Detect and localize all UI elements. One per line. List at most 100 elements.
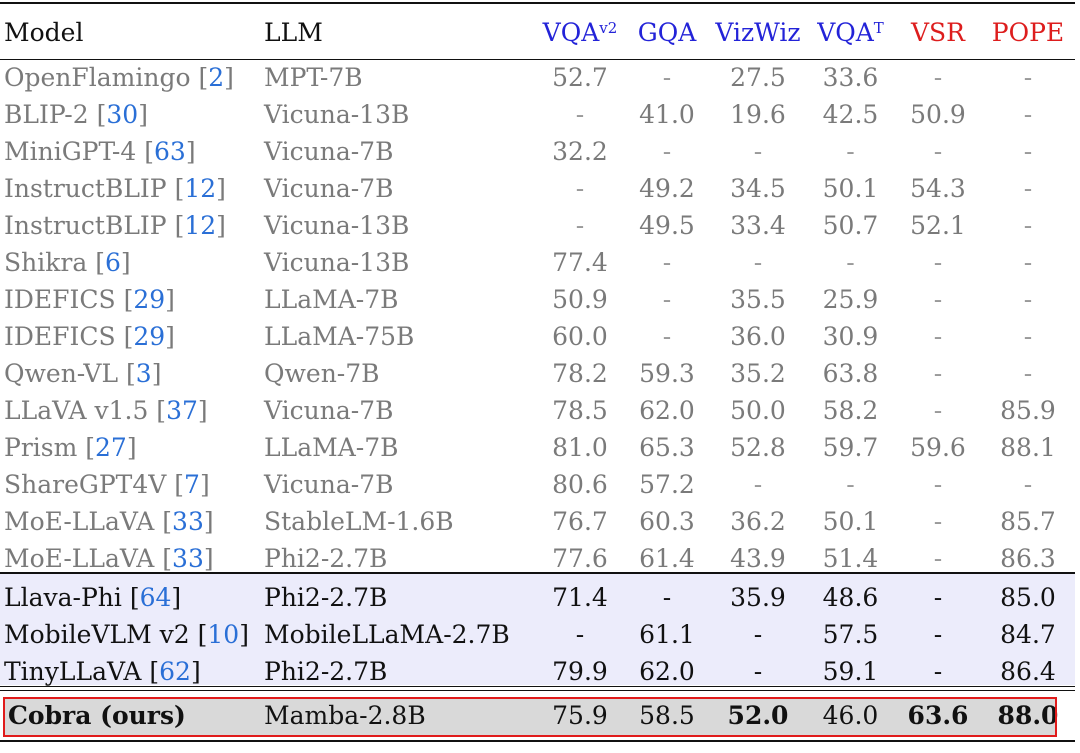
vizwiz-value: 50.0 xyxy=(730,396,786,425)
table-row: MoE-LLaVA [33] StableLM-1.6B 76.7 60.3 36.2 5… xyxy=(0,503,1075,540)
gqa-value: 62.0 xyxy=(639,396,695,425)
gqa-value: - xyxy=(662,137,672,166)
citation-link[interactable]: 10 xyxy=(207,620,240,649)
vqav2-value: 32.2 xyxy=(552,137,608,166)
llm-name: MobileLLaMA-2.7B xyxy=(264,620,510,649)
ours-gqa: 58.5 xyxy=(639,701,695,730)
llm-name: LLaMA-7B xyxy=(264,285,399,314)
vsr-value: - xyxy=(933,63,943,92)
vqat-value: 42.5 xyxy=(822,100,879,129)
gqa-value: 49.2 xyxy=(639,174,695,203)
pope-value: - xyxy=(1023,285,1033,314)
group-rule-bottom xyxy=(0,686,1075,687)
model-name: Shikra [6] xyxy=(4,248,131,277)
gqa-value: - xyxy=(662,63,672,92)
pope-value: 85.9 xyxy=(1000,396,1056,425)
pope-value: 85.0 xyxy=(1000,583,1056,612)
vqav2-value: - xyxy=(575,620,585,649)
vqav2-value: 78.2 xyxy=(552,359,608,388)
table-row: MobileVLM v2 [10] MobileLLaMA-2.7B - 61.1 - 5… xyxy=(0,616,1075,653)
ours-vqav2: 75.9 xyxy=(552,701,608,730)
llm-name: LLaMA-75B xyxy=(264,322,415,351)
llm-name: Vicuna-13B xyxy=(264,248,410,277)
llm-name: Vicuna-13B xyxy=(264,211,410,240)
vizwiz-value: 35.5 xyxy=(730,285,786,314)
model-name: Prism [27] xyxy=(4,433,137,462)
model-name: InstructBLIP [12] xyxy=(4,174,226,203)
header-vsr: VSR xyxy=(910,18,965,47)
ours-highlight-box xyxy=(3,697,1057,737)
vqav2-value: 52.7 xyxy=(552,63,608,92)
vsr-value: - xyxy=(933,583,943,612)
vqat-value: 25.9 xyxy=(822,285,879,314)
citation-link[interactable]: 29 xyxy=(133,285,166,314)
citation-link[interactable]: 29 xyxy=(133,322,166,351)
pope-value: - xyxy=(1023,359,1033,388)
table-row: MiniGPT-4 [63] Vicuna-7B 32.2 - - - - - xyxy=(0,133,1075,170)
header-vqav2: VQAv2 xyxy=(542,18,618,47)
gqa-value: - xyxy=(662,248,672,277)
header-gqa: GQA xyxy=(637,18,697,47)
vsr-value: 50.9 xyxy=(910,100,966,129)
citation-link[interactable]: 63 xyxy=(154,137,186,166)
vsr-value: - xyxy=(933,396,943,425)
citation-link[interactable]: 12 xyxy=(184,211,217,240)
citation-link[interactable]: 12 xyxy=(184,174,217,203)
pope-value: - xyxy=(1023,63,1033,92)
vqav2-value: 77.6 xyxy=(552,544,608,573)
model-name: BLIP-2 [30] xyxy=(4,100,148,129)
vqav2-value: 71.4 xyxy=(552,583,608,612)
citation-link[interactable]: 27 xyxy=(95,433,127,462)
vqat-value: 50.1 xyxy=(822,174,879,203)
llm-name: Vicuna-7B xyxy=(264,174,394,203)
pope-value: - xyxy=(1023,211,1033,240)
gqa-value: 41.0 xyxy=(639,100,695,129)
pope-value: - xyxy=(1023,137,1033,166)
table-row: BLIP-2 [30] Vicuna-13B - 41.0 19.6 42.5 50.9 - xyxy=(0,96,1075,133)
table-row: OpenFlamingo [2] MPT-7B 52.7 - 27.5 33.6 - - xyxy=(0,59,1075,96)
citation-link[interactable]: 30 xyxy=(106,100,139,129)
vizwiz-value: 27.5 xyxy=(730,63,786,92)
llm-name: Phi2-2.7B xyxy=(264,657,388,686)
llm-name: Qwen-7B xyxy=(264,359,380,388)
vizwiz-value: 52.8 xyxy=(730,433,786,462)
citation-link[interactable]: 2 xyxy=(208,63,225,92)
citation-link[interactable]: 37 xyxy=(166,396,198,425)
model-name: MoE-LLaVA [33] xyxy=(4,507,214,536)
vizwiz-value: - xyxy=(753,657,763,686)
model-name: OpenFlamingo [2] xyxy=(4,63,234,92)
citation-link[interactable]: 3 xyxy=(135,359,152,388)
citation-link[interactable]: 6 xyxy=(104,248,121,277)
vqav2-value: 79.9 xyxy=(552,657,608,686)
llm-name: Vicuna-13B xyxy=(264,100,410,129)
ours-vqat: 46.0 xyxy=(822,701,879,730)
model-name: MoE-LLaVA [33] xyxy=(4,544,214,573)
ours-row: Cobra (ours) Mamba-2.8B 75.9 58.5 52.0 4… xyxy=(0,697,1075,734)
citation-link[interactable]: 33 xyxy=(172,544,204,573)
pope-value: - xyxy=(1023,248,1033,277)
vqat-value: 57.5 xyxy=(822,620,879,649)
vizwiz-value: 36.0 xyxy=(730,322,786,351)
vizwiz-value: 35.9 xyxy=(730,583,786,612)
citation-link[interactable]: 64 xyxy=(139,583,172,612)
llm-name: Vicuna-7B xyxy=(264,137,394,166)
vqat-value: - xyxy=(846,137,855,166)
model-name: MobileVLM v2 [10] xyxy=(4,620,249,649)
table-row: InstructBLIP [12] Vicuna-7B - 49.2 34.5 50.1 5… xyxy=(0,170,1075,207)
table-row: Qwen-VL [3] Qwen-7B 78.2 59.3 35.2 63.8 - - xyxy=(0,355,1075,392)
vsr-value: - xyxy=(933,248,943,277)
vizwiz-value: 34.5 xyxy=(730,174,786,203)
header-model: Model xyxy=(4,18,84,47)
gqa-value: 62.0 xyxy=(639,657,695,686)
gqa-value: - xyxy=(662,583,672,612)
citation-link[interactable]: 62 xyxy=(159,657,191,686)
vqat-value: 59.1 xyxy=(822,657,879,686)
citation-link[interactable]: 7 xyxy=(184,470,200,499)
citation-link[interactable]: 33 xyxy=(172,507,204,536)
vqav2-value: - xyxy=(575,100,585,129)
gqa-value: 61.1 xyxy=(639,620,695,649)
header-vqat: VQAT xyxy=(817,18,884,47)
vqav2-value: 60.0 xyxy=(552,322,608,351)
pope-value: 86.4 xyxy=(1000,657,1056,686)
ours-vizwiz: 52.0 xyxy=(727,701,789,730)
